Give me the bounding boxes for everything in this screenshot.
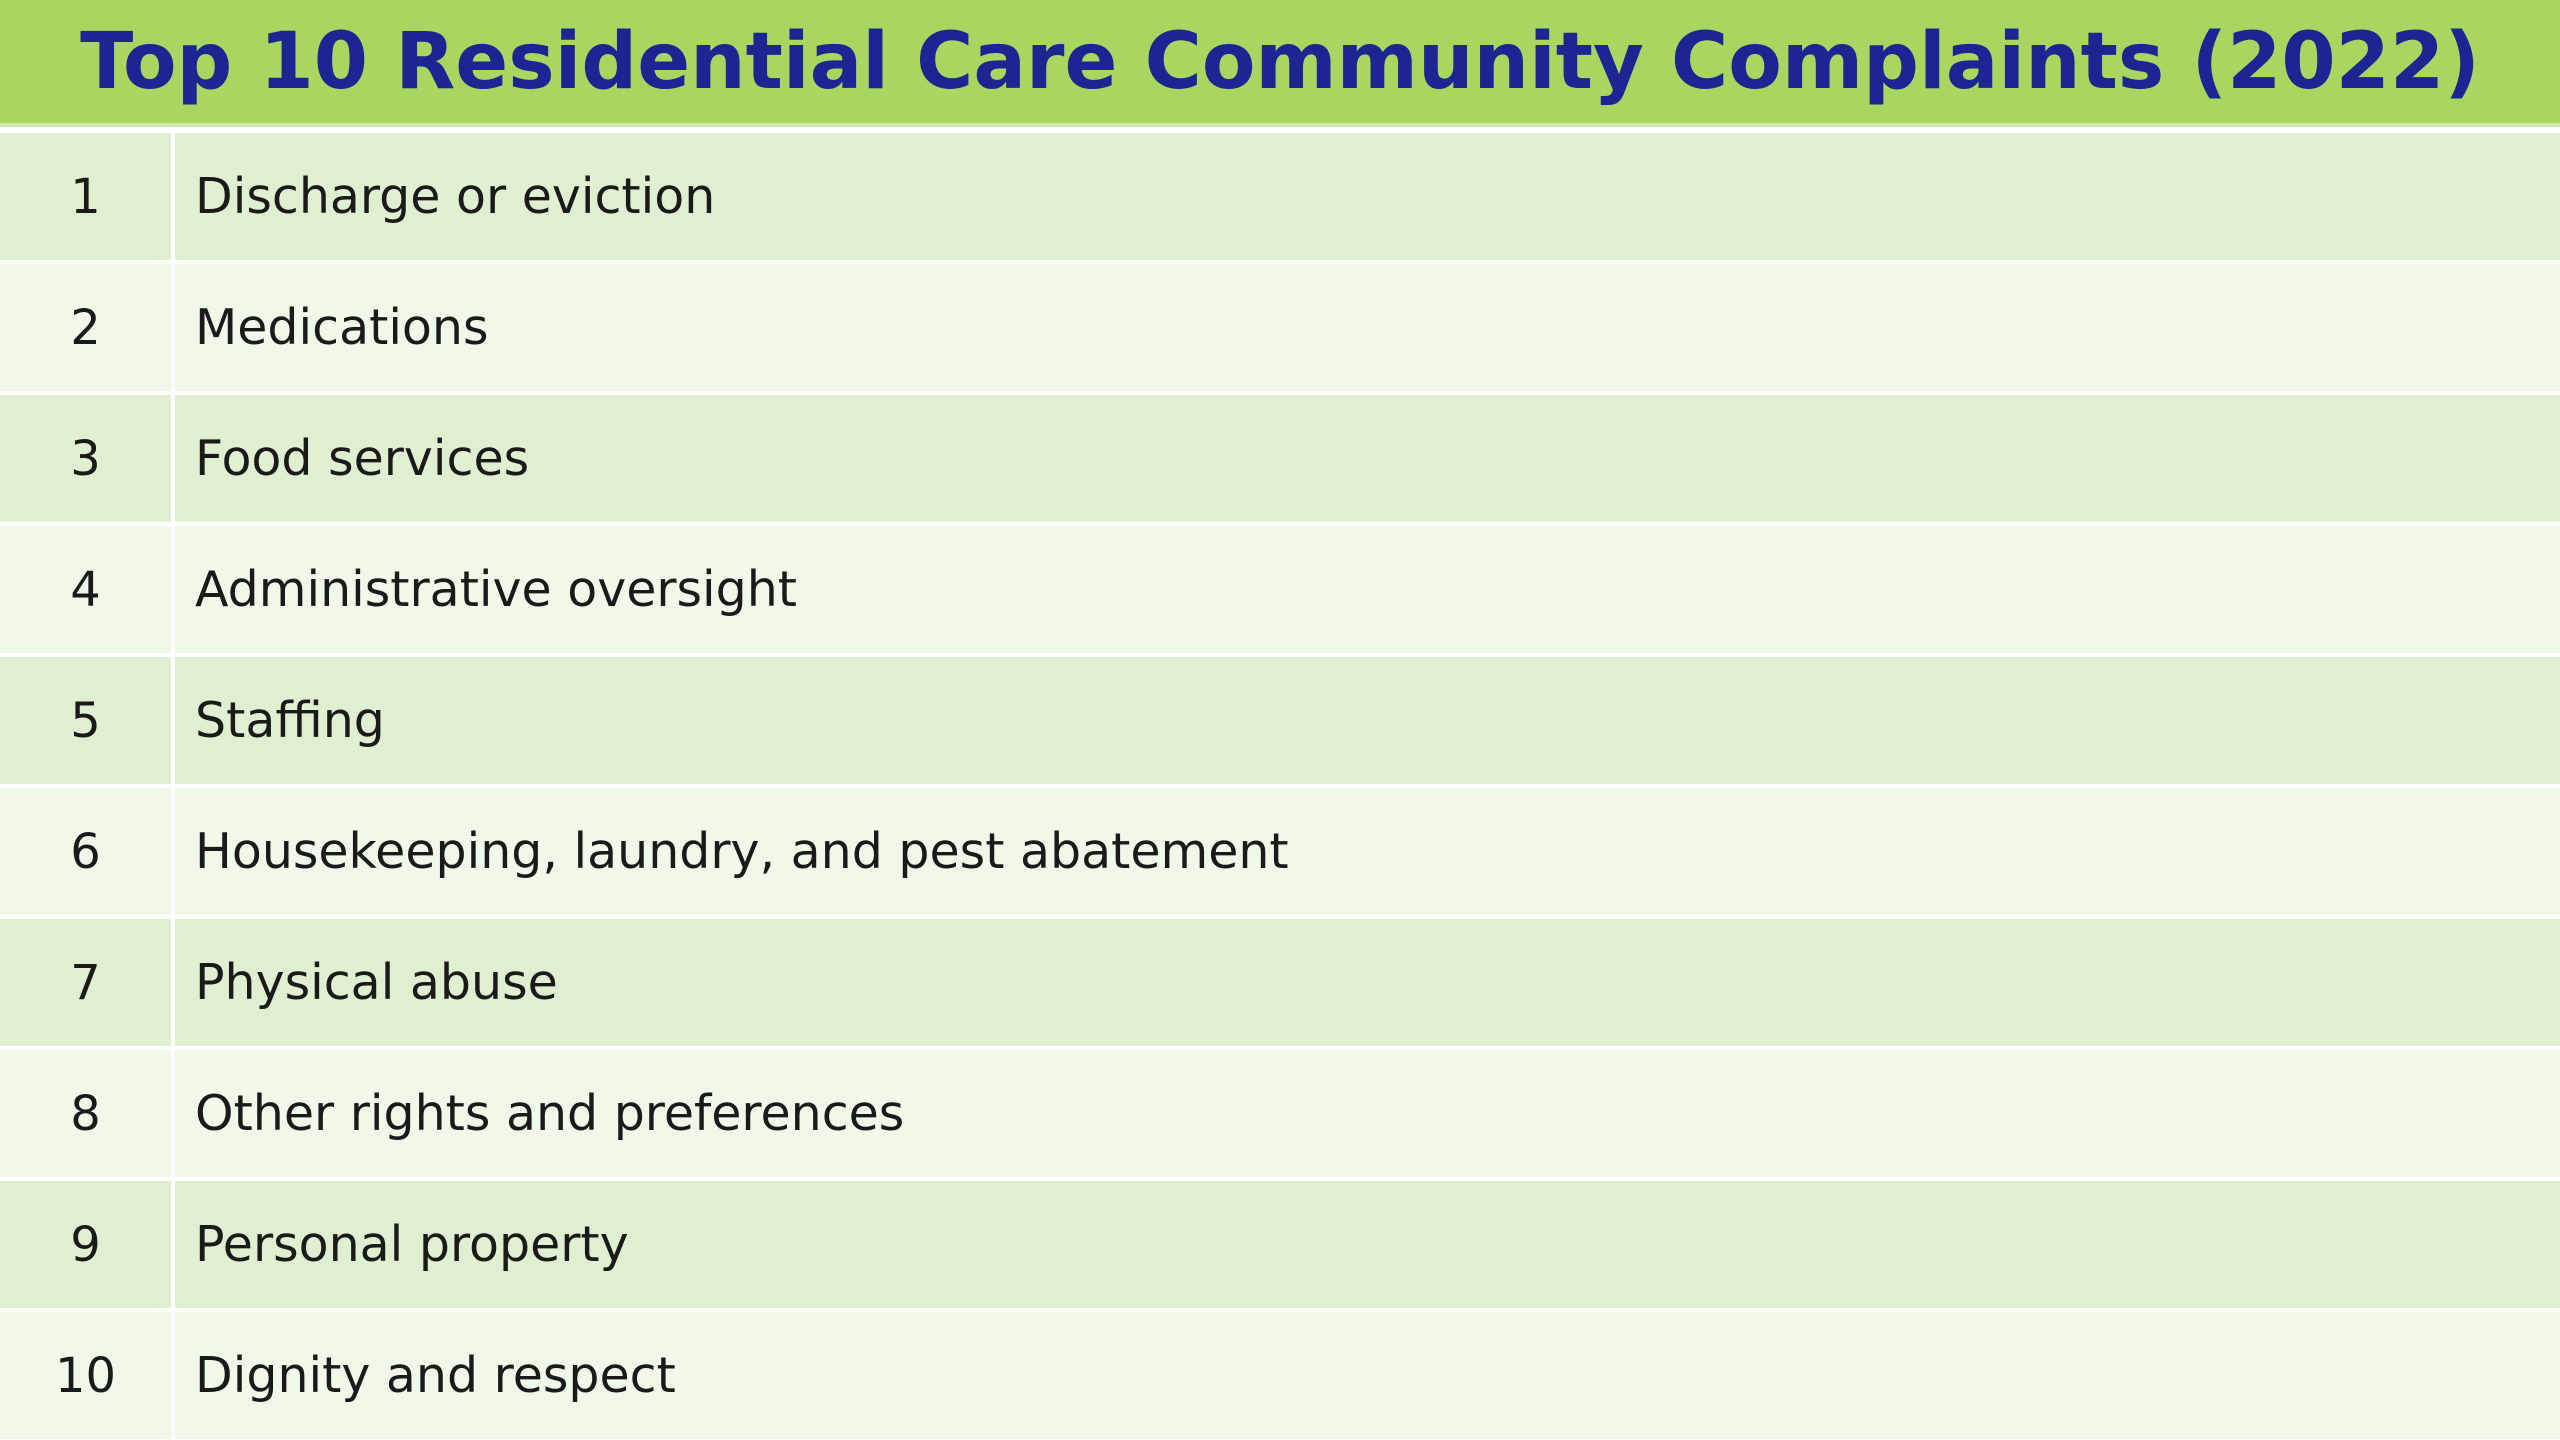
table-row: 5 Staffing xyxy=(0,657,2560,784)
complaint-cell: Housekeeping, laundry, and pest abatemen… xyxy=(175,788,2560,915)
complaint-cell: Other rights and preferences xyxy=(175,1050,2560,1177)
table-row: 2 Medications xyxy=(0,264,2560,391)
table-row: 6 Housekeeping, laundry, and pest abatem… xyxy=(0,788,2560,915)
table-row: 8 Other rights and preferences xyxy=(0,1050,2560,1177)
rank-cell: 9 xyxy=(0,1181,171,1308)
table-row: 4 Administrative oversight xyxy=(0,526,2560,653)
complaints-table: 1 Discharge or eviction 2 Medications 3 … xyxy=(0,133,2560,1440)
complaint-cell: Administrative oversight xyxy=(175,526,2560,653)
title-bar: Top 10 Residential Care Community Compla… xyxy=(0,0,2560,127)
rank-cell: 3 xyxy=(0,395,171,522)
table-row: 3 Food services xyxy=(0,395,2560,522)
rank-cell: 5 xyxy=(0,657,171,784)
table-row: 1 Discharge or eviction xyxy=(0,133,2560,260)
rank-cell: 8 xyxy=(0,1050,171,1177)
complaint-cell: Discharge or eviction xyxy=(175,133,2560,260)
complaint-cell: Staffing xyxy=(175,657,2560,784)
complaint-cell: Food services xyxy=(175,395,2560,522)
complaint-cell: Dignity and respect xyxy=(175,1312,2560,1439)
rank-cell: 2 xyxy=(0,264,171,391)
table-row: 9 Personal property xyxy=(0,1181,2560,1308)
rank-cell: 6 xyxy=(0,788,171,915)
rank-cell: 10 xyxy=(0,1312,171,1439)
complaint-cell: Personal property xyxy=(175,1181,2560,1308)
table-row: 10 Dignity and respect xyxy=(0,1312,2560,1439)
table-row: 7 Physical abuse xyxy=(0,919,2560,1046)
rank-cell: 4 xyxy=(0,526,171,653)
rank-cell: 7 xyxy=(0,919,171,1046)
page-title: Top 10 Residential Care Community Compla… xyxy=(80,16,2480,107)
complaint-cell: Medications xyxy=(175,264,2560,391)
rank-cell: 1 xyxy=(0,133,171,260)
complaint-cell: Physical abuse xyxy=(175,919,2560,1046)
